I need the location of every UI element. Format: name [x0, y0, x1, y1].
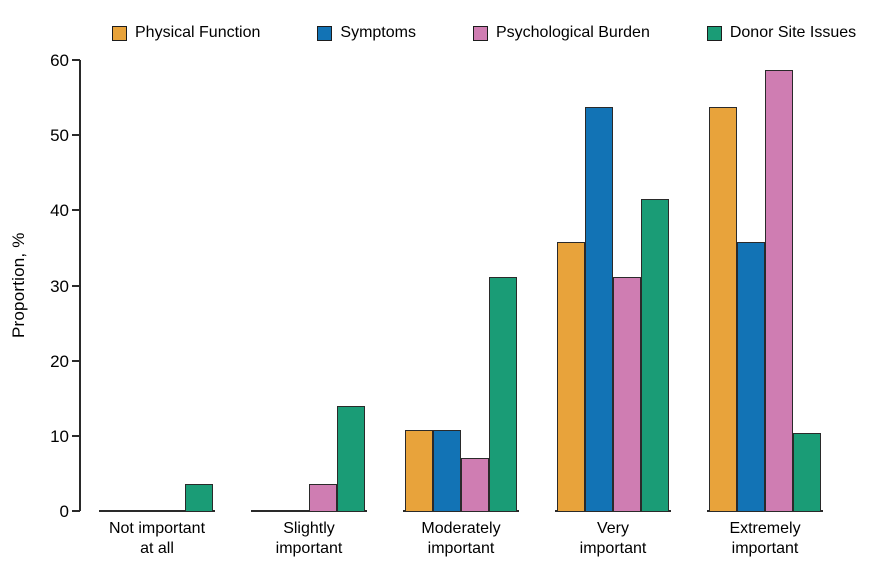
legend-label: Physical Function [135, 24, 261, 41]
legend-item: Symptoms [317, 24, 416, 42]
bar-donor-site-issues [793, 433, 821, 512]
y-tick-label: 10 [50, 426, 69, 446]
y-axis-tick [72, 209, 80, 212]
bar-physical-function [709, 107, 737, 512]
y-axis-tick [72, 510, 80, 512]
legend-swatch-icon [317, 25, 333, 41]
y-axis-tick [72, 59, 80, 61]
x-category-label-line2: important [731, 540, 799, 557]
legend-swatch-icon [472, 25, 488, 41]
x-axis-baseline [99, 510, 215, 512]
x-category-label: Moderately important [383, 519, 539, 559]
x-category-label-line2: important [275, 540, 343, 557]
x-category-label-line1: Very [596, 520, 629, 537]
bar-physical-function [557, 242, 585, 512]
x-category-label: Very important [535, 519, 691, 559]
bar-group: Slightly important [251, 60, 367, 557]
x-category-label-line2: important [579, 540, 647, 557]
y-axis-label: Proportion, % [9, 232, 28, 339]
bar-group: Extremely important [707, 60, 823, 557]
bar-donor-site-issues [641, 199, 669, 512]
bar-psychological-burden [613, 277, 641, 512]
bar-symptoms [737, 242, 765, 512]
legend-label: Psychological Burden [495, 24, 650, 41]
legend-item: Psychological Burden [472, 24, 650, 42]
y-tick-label: 30 [50, 276, 69, 296]
y-tick-label: 0 [59, 502, 69, 521]
bar-donor-site-issues [489, 277, 517, 512]
bar-group: Moderately important [403, 60, 519, 557]
x-category-label-line1: Slightly [283, 520, 335, 537]
y-axis-tick [72, 134, 80, 137]
y-tick-label: 60 [50, 51, 69, 70]
x-category-label: Slightly important [231, 519, 387, 559]
bar-psychological-burden [461, 458, 489, 512]
chart-legend: Physical Function Symptoms Psychological B… [112, 24, 856, 42]
bar-symptoms [585, 107, 613, 512]
y-axis-tick [72, 359, 80, 362]
x-category-label-line2: important [427, 540, 495, 557]
y-axis-tick [72, 434, 80, 437]
legend-item: Donor Site Issues [706, 24, 857, 42]
x-category-label-line1: Extremely [729, 520, 801, 537]
legend-item: Physical Function [112, 24, 260, 42]
y-axis-tick [72, 284, 80, 287]
legend-swatch-icon [112, 25, 127, 41]
x-category-label-line1: Not important [108, 520, 206, 537]
bar-symptoms [433, 430, 461, 512]
bar-donor-site-issues [185, 484, 213, 512]
x-category-label-line2: at all [140, 540, 174, 557]
y-tick-label: 50 [50, 126, 69, 146]
bar-group: Very important [555, 60, 671, 557]
bar-psychological-burden [309, 484, 337, 512]
bar-donor-site-issues [337, 406, 365, 512]
x-category-label-line1: Moderately [421, 520, 501, 537]
legend-label: Donor Site Issues [729, 24, 857, 41]
bar-psychological-burden [765, 70, 793, 512]
plot-area: 0 10 20 30 40 50 60 Not important at all Slightly… [50, 52, 863, 557]
x-category-label: Extremely important [687, 519, 843, 559]
bar-group: Not important at all [99, 60, 215, 557]
y-tick-label: 20 [50, 351, 69, 371]
y-tick-label: 40 [50, 201, 69, 221]
legend-label: Symptoms [340, 24, 416, 41]
bar-physical-function [405, 430, 433, 512]
x-category-label: Not important at all [79, 519, 235, 559]
legend-swatch-icon [706, 25, 722, 41]
